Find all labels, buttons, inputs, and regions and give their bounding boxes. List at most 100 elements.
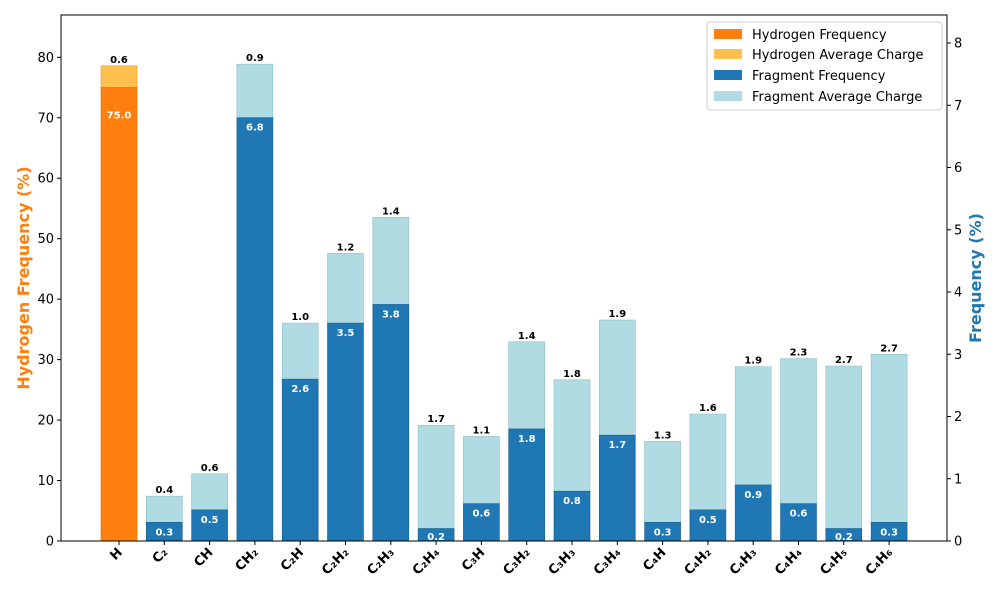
left-axis-title: Hydrogen Frequency (%) (14, 166, 33, 389)
left-tick-label: 40 (37, 293, 54, 308)
x-tick-label: C₂H₃ (365, 545, 398, 578)
data-label-fragment-frequency: 0.2 (427, 532, 445, 543)
data-label-fragment-frequency: 0.3 (880, 527, 898, 538)
bar-fragment-average-charge (644, 441, 681, 523)
legend: Hydrogen Frequency Hydrogen Average Char… (706, 21, 943, 111)
legend-label-hydrogen-average-charge: Hydrogen Average Charge (752, 48, 924, 63)
plot-area: 75.0 0.6 0.3 0.4 0.5 0.6 6.8 0.9 2.6 1.0 3.5 1.2 3.8… (100, 53, 908, 543)
x-tick-label: C₂H (278, 545, 307, 574)
data-label-fragment-average-charge: 1.4 (518, 331, 536, 342)
data-label-fragment-frequency: 0.3 (155, 527, 173, 538)
bar-fragment-frequency (236, 117, 274, 542)
data-label-fragment-average-charge: 2.7 (835, 355, 853, 366)
x-tick-label: C₃H₃ (546, 545, 579, 578)
legend-label-fragment-frequency: Fragment Frequency (752, 69, 886, 84)
data-label-fragment-average-charge: 0.9 (246, 53, 264, 64)
x-tick-label: C₂ (150, 545, 171, 566)
bar-fragment-average-charge (146, 495, 183, 523)
data-label-fragment-frequency: 3.5 (337, 328, 355, 339)
x-tick-label: C₂H₄ (410, 545, 443, 578)
data-label-fragment-frequency: 0.2 (835, 532, 853, 543)
bar-fragment-frequency (689, 509, 727, 542)
left-tick-label: 30 (37, 353, 54, 368)
x-tick-label: C₄H₃ (727, 545, 760, 578)
data-label-fragment-average-charge: 1.9 (608, 309, 626, 320)
x-tick-label: CH (191, 545, 216, 570)
bar-fragment-average-charge (281, 322, 319, 380)
x-tick-label: C₂H₂ (319, 545, 352, 578)
data-label-fragment-frequency: 0.5 (201, 515, 219, 526)
left-tick-label: 20 (37, 414, 54, 429)
right-tick-label: 4 (954, 286, 962, 301)
data-label-fragment-average-charge: 2.7 (880, 343, 898, 354)
bar-fragment-average-charge (689, 413, 727, 511)
data-label-fragment-average-charge: 0.4 (155, 485, 173, 496)
x-tick-label: C₃H₄ (591, 545, 624, 578)
data-label-fragment-average-charge: 1.0 (291, 312, 309, 323)
plot-frame (60, 14, 948, 542)
bar-fragment-average-charge (327, 253, 364, 324)
bar-fragment-average-charge (734, 366, 772, 486)
data-label-fragment-average-charge: 1.3 (654, 430, 672, 441)
data-label-fragment-average-charge: 1.2 (337, 242, 355, 253)
data-label-fragment-average-charge: 1.9 (744, 356, 762, 367)
x-tick-label: C₃H (459, 545, 488, 574)
data-label-fragment-average-charge: 2.3 (790, 348, 808, 359)
bar-fragment-frequency (508, 428, 546, 542)
bar-fragment-frequency (191, 509, 228, 542)
bar-fragment-average-charge (598, 319, 636, 436)
bar-fragment-frequency (553, 490, 591, 542)
bar-fragment-frequency (780, 503, 817, 542)
right-tick-label: 6 (954, 161, 962, 176)
bar-fragment-frequency (734, 484, 772, 542)
data-label-fragment-frequency: 3.8 (382, 309, 400, 320)
left-tick-label: 60 (37, 172, 54, 187)
data-label-fragment-average-charge: 1.8 (563, 369, 581, 380)
legend-swatch-fragment-average-charge (714, 91, 742, 101)
x-tick-label: H (108, 545, 126, 563)
data-label-fragment-frequency: 6.8 (246, 123, 264, 134)
right-tick-label: 0 (954, 535, 962, 550)
data-label-fragment-average-charge: 1.1 (473, 425, 491, 436)
data-label-hydrogen-frequency: 75.0 (107, 111, 132, 122)
data-label-fragment-frequency: 0.6 (473, 509, 491, 520)
data-label-fragment-frequency: 1.7 (608, 440, 626, 451)
right-tick-label: 1 (954, 472, 962, 487)
bar-fragment-average-charge (191, 473, 228, 511)
bar-hydrogen-frequency (100, 87, 138, 542)
legend-label-fragment-average-charge: Fragment Average Charge (752, 90, 922, 105)
data-label-fragment-frequency: 0.6 (790, 509, 808, 520)
bar-fragment-frequency (372, 304, 410, 542)
left-tick-label: 10 (37, 474, 54, 489)
data-label-fragment-frequency: 1.8 (518, 434, 536, 445)
left-tick-label: 0 (46, 535, 54, 550)
legend-label-hydrogen-frequency: Hydrogen Frequency (752, 28, 887, 43)
x-tick-label: C₄H₅ (818, 545, 851, 578)
data-label-fragment-frequency: 0.3 (654, 527, 672, 538)
left-tick-label: 70 (37, 111, 54, 126)
legend-swatch-hydrogen-frequency (714, 29, 742, 39)
data-label-fragment-average-charge: 1.4 (382, 206, 400, 217)
x-tick-label: CH₂ (233, 545, 262, 574)
x-tick-label: C₃H₂ (500, 545, 533, 578)
x-tick-label: C₄H (640, 545, 669, 574)
right-axis-title: Frequency (%) (966, 213, 985, 343)
bar-fragment-frequency (281, 378, 319, 542)
legend-swatch-fragment-frequency (714, 70, 742, 80)
bar-fragment-average-charge (508, 341, 546, 430)
right-tick-label: 8 (954, 37, 962, 52)
bar-fragment-average-charge (870, 353, 908, 523)
bar-fragment-frequency (327, 322, 364, 542)
right-tick-label: 2 (954, 410, 962, 425)
right-tick-label: 3 (954, 348, 962, 363)
bar-fragment-average-charge (372, 217, 410, 305)
data-label-fragment-frequency: 0.8 (563, 496, 581, 507)
data-label-fragment-average-charge: 0.6 (201, 463, 219, 474)
data-label-fragment-frequency: 0.9 (744, 490, 762, 501)
right-tick-label: 7 (954, 99, 962, 114)
x-tick-label: C₄H₆ (863, 545, 896, 578)
left-tick-label: 80 (37, 51, 54, 66)
left-tick-label: 50 (37, 232, 54, 247)
data-label-fragment-frequency: 2.6 (291, 384, 309, 395)
